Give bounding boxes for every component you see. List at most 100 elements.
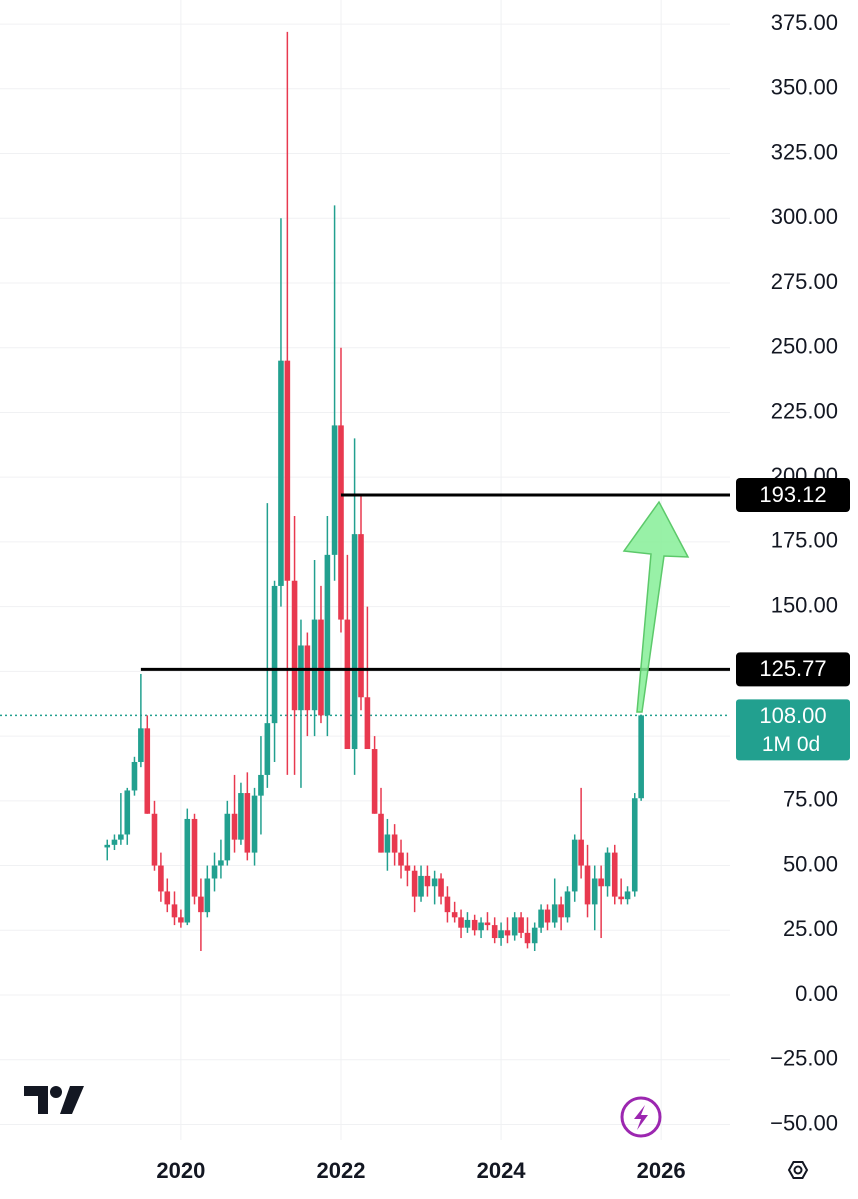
tradingview-logo <box>24 1086 84 1114</box>
y-tick-label: 350.00 <box>771 75 838 100</box>
candle-body <box>224 813 231 861</box>
candle-body <box>344 619 351 750</box>
candle-body <box>178 917 184 923</box>
candle-body <box>198 896 204 913</box>
y-tick-label: −25.00 <box>770 1046 838 1071</box>
candle-body <box>564 891 571 918</box>
y-tick-label: 300.00 <box>771 204 838 229</box>
candle-body <box>511 917 518 936</box>
candle-body <box>444 896 451 913</box>
level-label: 193.12 <box>759 482 826 507</box>
candle-body <box>638 715 644 799</box>
candle-body <box>571 839 578 892</box>
candle-body <box>584 865 591 905</box>
plot <box>104 31 730 951</box>
candle-body <box>358 534 364 698</box>
candle-body <box>204 878 211 913</box>
settings-icon[interactable] <box>787 1161 809 1179</box>
candle-body <box>464 919 471 928</box>
candle-body <box>384 834 391 853</box>
lightning-icon[interactable] <box>620 1096 662 1138</box>
y-tick-label: 250.00 <box>771 334 838 359</box>
candle-body <box>118 834 124 840</box>
candle-body <box>391 834 398 853</box>
candle-body <box>231 813 238 840</box>
x-tick-label: 2024 <box>477 1158 527 1183</box>
candle-body <box>544 909 551 923</box>
y-tick-label: 175.00 <box>771 528 838 553</box>
candle-body <box>531 927 538 944</box>
candle-body <box>371 749 378 814</box>
candle-body <box>338 425 344 620</box>
target-arrow <box>622 500 690 713</box>
x-tick-label: 2026 <box>637 1158 686 1183</box>
y-tick-label: 325.00 <box>771 139 838 164</box>
candle-body <box>364 697 371 750</box>
candle-body <box>171 904 178 918</box>
candle-body <box>158 865 164 892</box>
candle-body <box>284 360 291 581</box>
last-price-box <box>736 699 850 761</box>
axis: 375.00 350.00 325.00 300.00 275.00 250.00 225.… <box>156 10 850 1183</box>
candle-body <box>191 818 198 897</box>
candle-body <box>218 860 224 866</box>
candle-body <box>618 896 624 900</box>
candle-body <box>471 919 478 931</box>
level-label-box <box>736 652 850 687</box>
candle-body <box>351 534 358 750</box>
candle-body <box>591 878 598 905</box>
candle-body <box>578 839 584 866</box>
candle-body <box>551 904 558 923</box>
candle-body <box>631 798 638 892</box>
candle-body <box>251 795 258 853</box>
y-tick-label: −50.00 <box>770 1110 838 1135</box>
last-price-label: 108.00 <box>759 703 826 728</box>
candle-body <box>131 761 138 791</box>
candle-body <box>111 839 118 845</box>
candle-body <box>404 865 411 871</box>
candle-body <box>484 922 491 926</box>
y-tick-label: 375.00 <box>771 10 838 35</box>
candle-body <box>138 728 144 762</box>
candle-body <box>398 852 404 866</box>
candle-body <box>604 852 611 887</box>
candle-body <box>438 878 444 897</box>
y-tick-label: 25.00 <box>783 916 838 941</box>
candle-body <box>211 865 218 879</box>
candle-body <box>238 793 244 840</box>
candle-body <box>524 932 531 944</box>
candle-body <box>424 875 431 887</box>
candle-body <box>518 917 524 933</box>
candle-body <box>151 813 158 866</box>
level-label: 125.77 <box>759 656 826 681</box>
candle-body <box>104 844 111 848</box>
candle-body <box>611 852 618 897</box>
countdown-label: 1M 0d <box>762 733 820 756</box>
y-tick-label: 0.00 <box>795 981 838 1006</box>
candle-body <box>124 790 131 835</box>
candle-body <box>478 922 484 931</box>
candle-body <box>324 554 331 716</box>
candle-body <box>184 818 191 923</box>
candle-body <box>458 917 464 928</box>
candle-body <box>304 645 311 711</box>
candle-body <box>318 619 324 716</box>
candle-body <box>264 723 271 775</box>
candle-body <box>244 793 251 853</box>
candle-body <box>558 904 564 918</box>
candle-body <box>598 878 604 887</box>
y-tick-label: 75.00 <box>783 787 838 812</box>
candle-body <box>258 774 264 796</box>
x-tick-label: 2020 <box>156 1158 205 1183</box>
candle-body <box>504 930 511 936</box>
candle-body <box>311 619 318 711</box>
candle-body <box>331 425 338 555</box>
candle-body <box>538 909 544 928</box>
y-tick-label: 50.00 <box>783 851 838 876</box>
y-tick-label: 150.00 <box>771 592 838 617</box>
candle-body <box>298 645 304 711</box>
grid <box>0 0 730 1140</box>
candle-body <box>624 891 631 900</box>
candle-body <box>144 728 151 814</box>
